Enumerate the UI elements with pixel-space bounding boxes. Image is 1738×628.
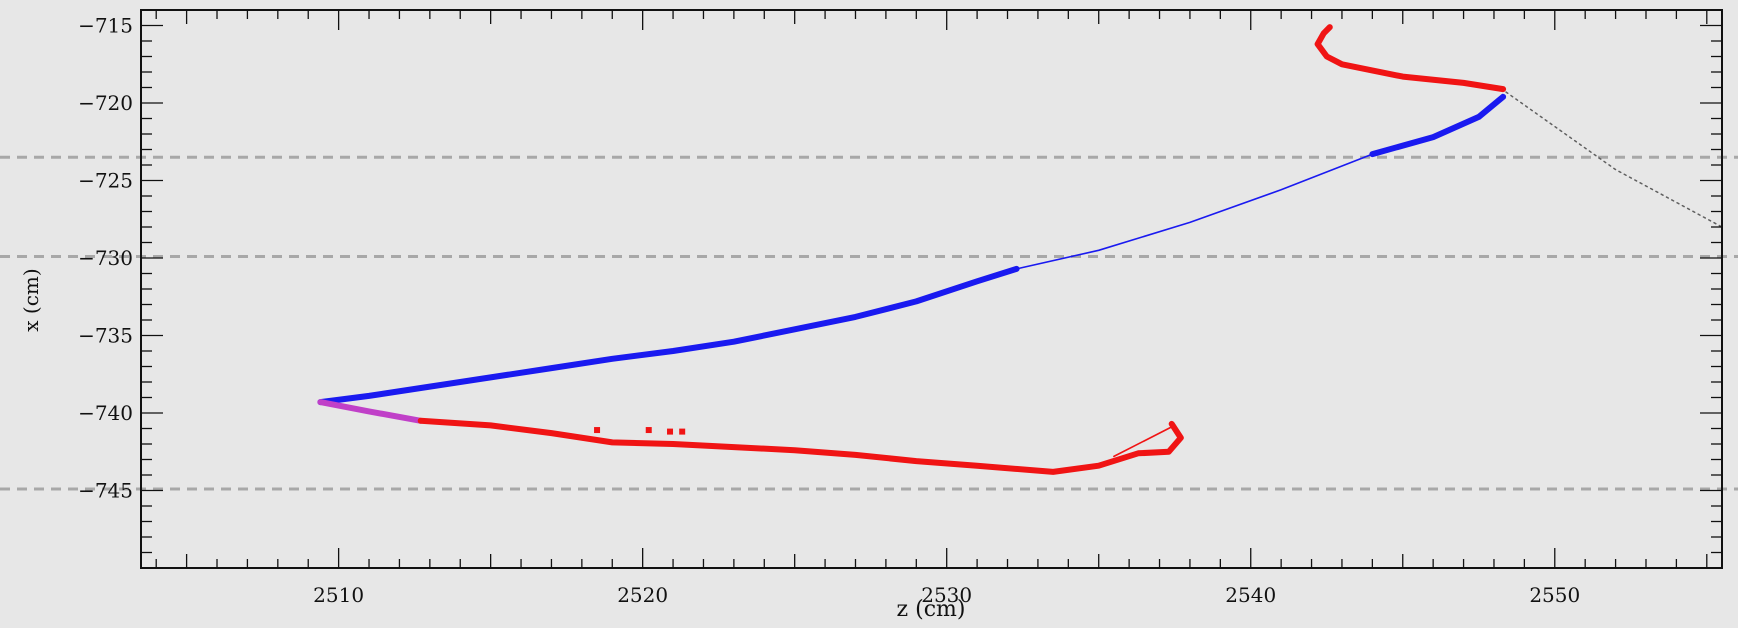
y-tick-label: −715	[78, 14, 133, 38]
y-tick-label: −745	[78, 479, 133, 503]
track-series-4	[417, 417, 1184, 475]
y-tick-label: −730	[78, 246, 133, 270]
scatter-point-0-2	[667, 428, 674, 435]
track-series-7	[1505, 91, 1723, 228]
horizontal-dashed-lines	[0, 155, 1738, 491]
x-tick-label: 2530	[921, 583, 972, 607]
track-series-6	[1314, 24, 1507, 93]
series-layer	[317, 24, 1723, 475]
y-tick-label: −725	[78, 169, 133, 193]
track-series-0	[317, 265, 1020, 406]
tick-labels: 2510 2520 2530 2540 2550 −715 −720 −725 −730 −735…	[78, 14, 1580, 608]
scatter-point-0-1	[645, 427, 652, 434]
axis-ticks	[141, 9, 1722, 569]
x-tick-label: 2550	[1529, 583, 1580, 607]
scatter-point-0-3	[679, 428, 686, 435]
x-tick-label: 2520	[617, 583, 668, 607]
scatter-point-0-0	[594, 427, 601, 434]
y-tick-label: −720	[78, 91, 133, 115]
track-series-1	[1015, 153, 1374, 270]
y-tick-label: −740	[78, 401, 133, 425]
track-series-3	[317, 399, 424, 424]
x-tick-label: 2540	[1225, 583, 1276, 607]
x-tick-label: 2510	[313, 583, 364, 607]
y-tick-label: −735	[78, 324, 133, 348]
track-series-5	[1113, 426, 1173, 458]
y-axis-label: x (cm)	[19, 268, 43, 331]
x-axis-label: z (cm)	[897, 597, 966, 622]
track-series-2	[1369, 93, 1507, 158]
